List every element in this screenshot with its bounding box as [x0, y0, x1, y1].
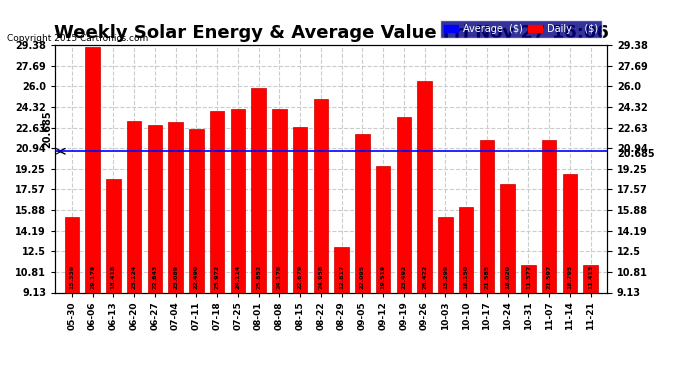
Bar	[355, 134, 370, 375]
Text: 20.685: 20.685	[618, 149, 656, 159]
Bar	[106, 179, 121, 375]
Bar	[500, 184, 515, 375]
Text: 24.958: 24.958	[318, 265, 324, 289]
Text: 25.852: 25.852	[256, 265, 261, 289]
Bar	[65, 217, 79, 375]
Bar	[251, 88, 266, 375]
Bar	[459, 207, 473, 375]
Bar	[397, 117, 411, 375]
Bar	[293, 127, 307, 375]
Bar	[148, 125, 162, 375]
Text: 26.422: 26.422	[422, 265, 427, 289]
Text: 18.020: 18.020	[505, 265, 510, 289]
Text: 24.178: 24.178	[277, 265, 282, 289]
Bar	[583, 265, 598, 375]
Text: 11.413: 11.413	[588, 265, 593, 289]
Text: 23.972: 23.972	[215, 265, 219, 289]
Text: 23.089: 23.089	[173, 265, 178, 289]
Bar	[272, 109, 286, 375]
Bar	[127, 122, 141, 375]
Text: 20.685: 20.685	[42, 110, 52, 148]
Text: 22.679: 22.679	[297, 265, 303, 289]
Text: 18.795: 18.795	[567, 265, 572, 289]
Bar	[230, 110, 245, 375]
Text: 23.124: 23.124	[132, 265, 137, 289]
Text: 18.418: 18.418	[111, 265, 116, 289]
Bar	[438, 217, 453, 375]
Text: 21.597: 21.597	[546, 265, 551, 289]
Text: Copyright 2015 Cartronics.com: Copyright 2015 Cartronics.com	[7, 34, 148, 43]
Bar	[417, 81, 432, 375]
Bar	[480, 140, 494, 375]
Bar	[521, 265, 535, 375]
Bar	[335, 248, 349, 375]
Text: 11.377: 11.377	[526, 265, 531, 289]
Bar	[313, 99, 328, 375]
Text: 29.179: 29.179	[90, 265, 95, 289]
Text: 22.490: 22.490	[194, 265, 199, 289]
Text: 22.095: 22.095	[359, 265, 365, 289]
Text: 23.492: 23.492	[402, 265, 406, 289]
Bar	[562, 174, 577, 375]
Text: 15.339: 15.339	[69, 265, 75, 289]
Bar	[86, 48, 100, 375]
Text: 15.299: 15.299	[443, 265, 448, 289]
Text: 21.585: 21.585	[484, 265, 489, 289]
Text: 16.150: 16.150	[464, 265, 469, 289]
Bar	[189, 129, 204, 375]
Bar	[542, 140, 556, 375]
Bar	[168, 122, 183, 375]
Bar	[376, 165, 391, 375]
Text: 24.114: 24.114	[235, 265, 240, 289]
Text: 19.519: 19.519	[381, 265, 386, 289]
Text: 22.843: 22.843	[152, 265, 157, 289]
Legend: Average  ($), Daily    ($): Average ($), Daily ($)	[440, 20, 602, 38]
Bar	[210, 111, 224, 375]
Title: Weekly Solar Energy & Average Value Fri Nov 27 16:06: Weekly Solar Energy & Average Value Fri …	[54, 24, 609, 42]
Text: 12.817: 12.817	[339, 265, 344, 289]
